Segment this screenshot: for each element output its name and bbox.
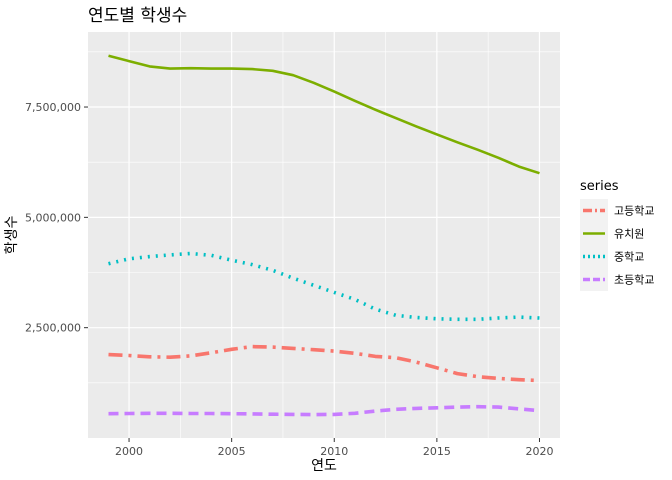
legend-label: 유치원: [614, 228, 644, 241]
y-tick-label: 7,500,000: [25, 101, 81, 114]
major-grid: [88, 32, 560, 438]
chart-title: 연도별 학생수: [88, 6, 187, 26]
minor-grid: [88, 32, 560, 438]
legend-key-bg: [580, 199, 608, 222]
series-line-2: [108, 54, 540, 175]
legend-label: 초등학교: [614, 274, 654, 287]
y-axis-title: 학생수: [4, 216, 20, 255]
x-tick-label: 2000: [115, 445, 143, 458]
series-line-1: [108, 344, 540, 383]
x-tick-label: 2015: [423, 445, 451, 458]
series-line-3: [108, 251, 540, 322]
y-tick-label: 5,000,000: [25, 211, 81, 224]
y-tick-label: 2,500,000: [25, 322, 81, 335]
plot-panel: [88, 32, 560, 438]
legend-title: series: [580, 179, 619, 194]
x-axis-title: 연도: [311, 458, 337, 474]
series-lines: [108, 54, 540, 417]
x-tick-label: 2020: [525, 445, 553, 458]
x-tick-label: 2010: [320, 445, 348, 458]
series-line-4: [108, 404, 540, 417]
y-axis: 2,500,000 5,000,000 7,500,000: [25, 101, 88, 335]
legend-label: 중학교: [614, 251, 644, 264]
x-axis: 2000 2005 2010 2015 2020: [115, 438, 553, 458]
legend-label: 고등학교: [614, 205, 654, 218]
x-tick-label: 2005: [218, 445, 246, 458]
